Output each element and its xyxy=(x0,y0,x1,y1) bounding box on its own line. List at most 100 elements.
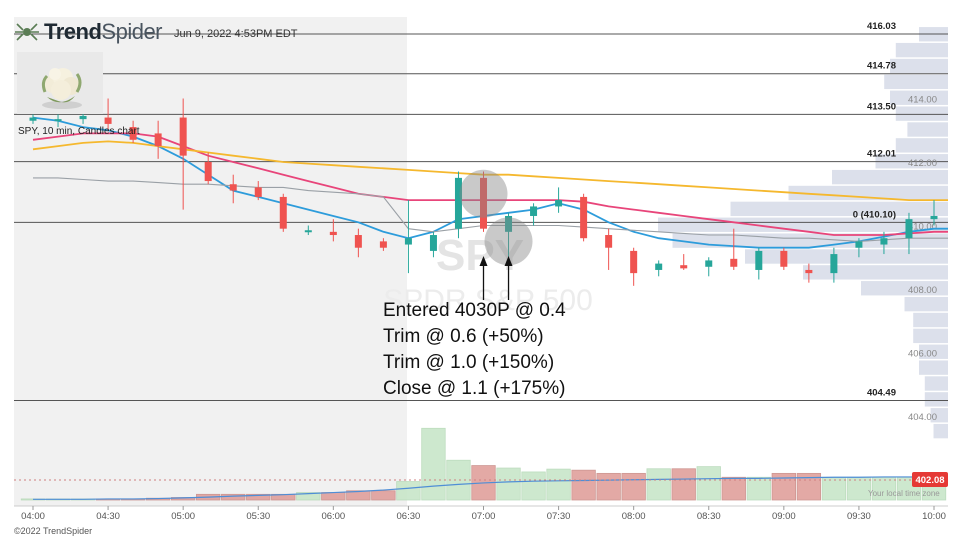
candle xyxy=(329,219,337,242)
x-tick-label: 05:30 xyxy=(246,511,270,522)
candle xyxy=(304,225,312,236)
candle-body xyxy=(204,162,212,182)
candle-body xyxy=(680,265,688,269)
x-tick-label: 09:30 xyxy=(847,511,871,522)
volume-profile-bar xyxy=(919,344,948,359)
entry-highlight-circle xyxy=(459,169,508,218)
volume-bar xyxy=(246,493,271,501)
indicator-line xyxy=(32,132,948,236)
volume-bar xyxy=(421,427,446,501)
x-tick-label: 09:00 xyxy=(772,511,796,522)
x-tick-label: 06:30 xyxy=(397,511,421,522)
volume-profile xyxy=(658,27,948,439)
watermark-ticker: SPY xyxy=(436,231,524,280)
candle-body xyxy=(705,260,713,267)
volume-average-line xyxy=(33,476,934,500)
level-label: 412.01 xyxy=(867,149,897,160)
current-price-box xyxy=(912,472,948,487)
volume-profile-bar xyxy=(933,423,948,439)
trade-arrow xyxy=(504,256,513,300)
volume-profile-bar xyxy=(919,360,948,375)
volume-bar xyxy=(546,468,571,501)
trade-arrow xyxy=(479,256,488,300)
volume-profile-bar xyxy=(884,74,948,90)
candle-body xyxy=(254,187,262,197)
x-tick-label: 08:30 xyxy=(697,511,721,522)
volume-profile-bar xyxy=(913,312,948,328)
candle-body xyxy=(379,241,387,248)
volume-bar xyxy=(296,492,321,501)
candle-body xyxy=(329,231,337,236)
candle-body xyxy=(905,219,913,239)
candle-body xyxy=(830,254,838,274)
volume-bar xyxy=(621,472,646,501)
candle-body xyxy=(780,250,788,267)
candle xyxy=(404,200,412,274)
volume-profile-bar xyxy=(913,328,948,344)
volume-profile-bar xyxy=(890,90,948,105)
y-tick-label: 414.00 xyxy=(908,95,937,106)
entry-highlight-circle xyxy=(484,217,533,266)
candle xyxy=(279,193,287,232)
volume-bar xyxy=(671,468,696,501)
volume-profile-bar xyxy=(861,281,948,296)
local-time-label: Your local time zone xyxy=(868,489,940,498)
candle-body xyxy=(630,250,638,274)
candle-body xyxy=(555,200,563,207)
candle xyxy=(129,120,137,143)
copyright: ©2022 TrendSpider xyxy=(14,526,93,536)
annotation-line: Trim @ 0.6 (+50%) xyxy=(383,326,544,347)
cauliflower-image xyxy=(17,52,103,114)
volume-profile-bar xyxy=(730,201,948,217)
y-tick-label: 410.00 xyxy=(908,222,937,233)
volume-bar xyxy=(596,472,621,501)
candle-body xyxy=(730,258,738,267)
level-label: 414.78 xyxy=(867,61,896,72)
volume-bar xyxy=(646,468,671,501)
indicator-line xyxy=(32,116,948,249)
candle xyxy=(454,171,462,239)
candle xyxy=(580,193,588,242)
candle xyxy=(605,228,613,270)
candle xyxy=(179,98,187,210)
candle-body xyxy=(429,235,437,251)
candle-body xyxy=(855,241,863,248)
candle xyxy=(880,231,888,255)
candle xyxy=(429,231,437,258)
volume-bar xyxy=(696,466,721,501)
watermark-name: SPDR S&P 500 xyxy=(383,284,593,317)
volume-bar xyxy=(396,481,421,501)
x-tick-label: 07:30 xyxy=(547,511,571,522)
candle xyxy=(905,212,913,255)
x-tick-label: 05:00 xyxy=(171,511,195,522)
spider-logo-icon xyxy=(15,23,39,41)
annotation-line: Trim @ 1.0 (+150%) xyxy=(383,352,555,373)
candle-body xyxy=(505,215,513,232)
candle xyxy=(204,152,212,185)
candle xyxy=(805,263,813,283)
x-axis: 04:00 04:30 05:00 05:30 06:00 06:30 07:00 07:30… xyxy=(14,505,948,522)
candle xyxy=(505,212,513,258)
candle-body xyxy=(54,119,62,122)
candle-body xyxy=(454,177,462,229)
candle-body xyxy=(29,117,37,121)
candle xyxy=(530,203,538,226)
candle-body xyxy=(805,269,813,274)
candle xyxy=(930,200,938,226)
trade-arrow-head xyxy=(504,256,513,266)
volume-bar xyxy=(321,492,346,501)
trade-annotation: Entered 4030P @ 0.4 Trim @ 0.6 (+50%) Tr… xyxy=(383,298,566,402)
candle xyxy=(379,238,387,251)
volume-profile-bar xyxy=(907,122,948,137)
candle-body xyxy=(304,230,312,233)
candle-body xyxy=(480,177,487,229)
candle xyxy=(480,171,487,232)
volume-profile-bar xyxy=(745,249,948,264)
candle-body xyxy=(580,196,588,239)
volume-bar xyxy=(346,490,371,501)
candle xyxy=(104,98,112,131)
candle xyxy=(755,247,763,280)
candle-body xyxy=(104,117,112,124)
